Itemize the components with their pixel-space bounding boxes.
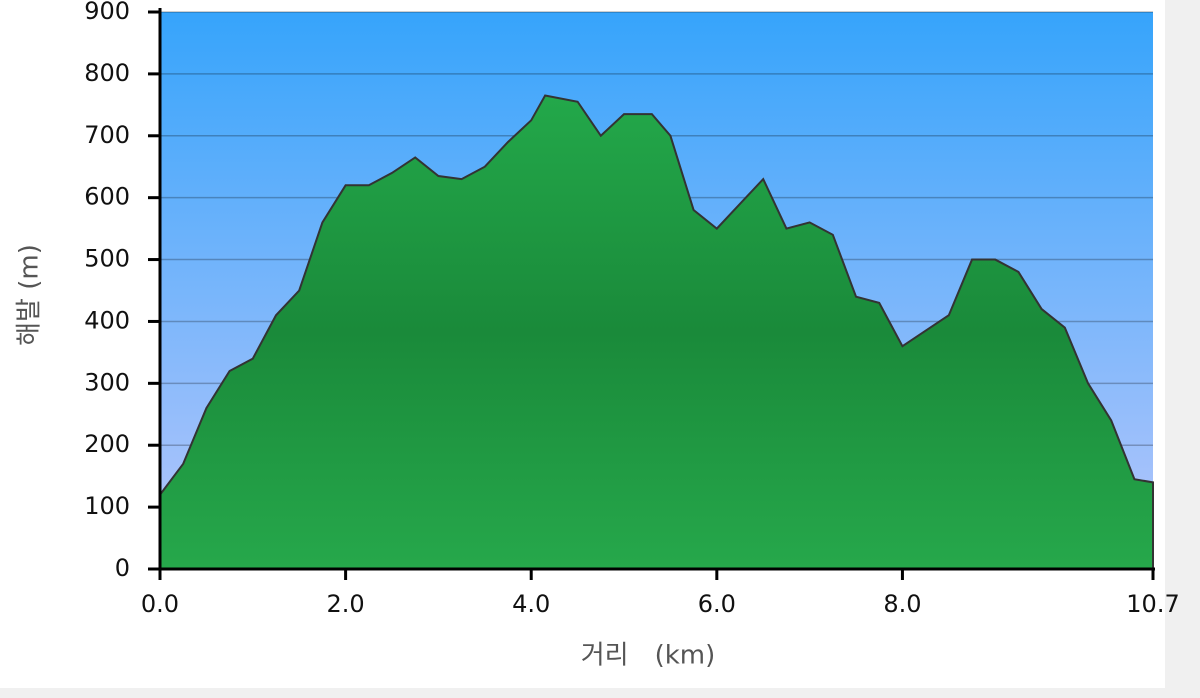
y-tick-label: 900 xyxy=(84,0,130,25)
y-tick-label: 500 xyxy=(84,245,130,273)
y-tick-label: 700 xyxy=(84,121,130,149)
y-tick-label: 0 xyxy=(115,554,130,582)
y-tick-label: 200 xyxy=(84,430,130,458)
frame xyxy=(1165,0,1200,698)
x-tick-label: 2.0 xyxy=(327,590,365,618)
x-tick-label: 4.0 xyxy=(512,590,550,618)
y-tick-label: 800 xyxy=(84,59,130,87)
y-tick-label: 600 xyxy=(84,183,130,211)
x-axis-label: 거리 (km) xyxy=(581,641,716,671)
y-tick-label: 300 xyxy=(84,368,130,396)
x-tick-label: 8.0 xyxy=(883,590,921,618)
y-tick-label: 400 xyxy=(84,306,130,334)
frame xyxy=(0,688,1200,698)
x-tick-label: 10.7 xyxy=(1126,590,1179,618)
y-axis-label: 해발 (m) xyxy=(15,244,45,346)
elevation-area xyxy=(159,94,1154,570)
y-tick-label: 100 xyxy=(84,492,130,520)
x-tick-label: 6.0 xyxy=(698,590,736,618)
x-tick-label: 0.0 xyxy=(141,590,179,618)
